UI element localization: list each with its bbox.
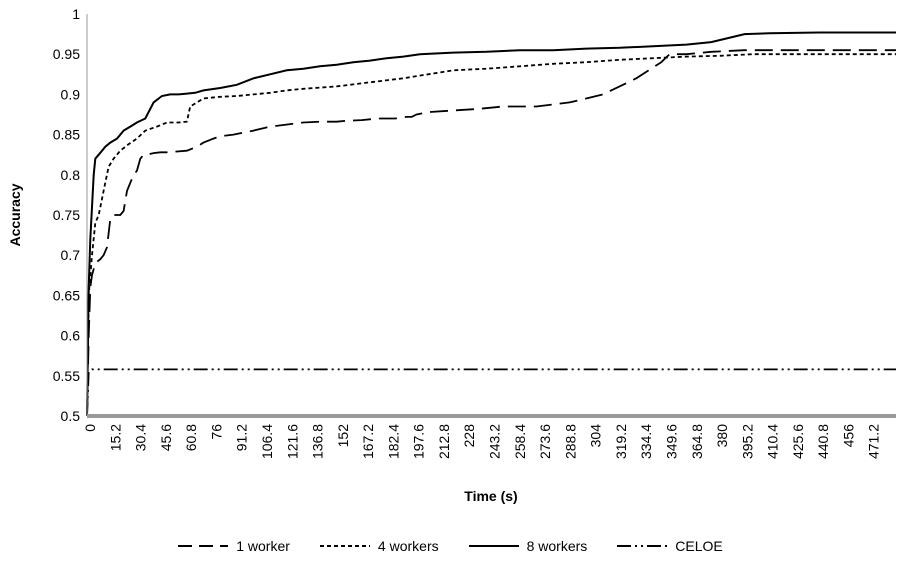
y-tick-label: 0.8 xyxy=(61,167,81,183)
y-tick-label: 0.9 xyxy=(61,86,81,102)
x-tick-label: 288.8 xyxy=(562,424,578,459)
x-tick-label: 0 xyxy=(82,424,98,432)
x-tick-label: 197.6 xyxy=(411,424,427,459)
x-tick-label: 60.8 xyxy=(183,424,199,451)
x-tick-label: 364.8 xyxy=(689,424,705,459)
y-axis-title: Accuracy xyxy=(7,183,23,246)
x-tick-label: 152 xyxy=(335,424,351,448)
x-tick-label: 380 xyxy=(714,424,730,448)
x-tick-label: 395.2 xyxy=(739,424,755,459)
x-tick-label: 349.6 xyxy=(663,424,679,459)
legend-item-8-workers: 8 workers xyxy=(468,538,588,554)
y-axis-ticks: 0.5 0.55 0.6 0.65 0.7 0.75 0.8 0.85 0.9 0.95 1 xyxy=(53,6,80,424)
legend-swatch-4-workers xyxy=(319,545,370,547)
x-tick-label: 258.4 xyxy=(512,424,528,459)
y-tick-label: 0.85 xyxy=(53,127,80,143)
series-line-8-workers xyxy=(86,31,896,417)
y-tick-label: 0.5 xyxy=(61,408,81,424)
y-tick-label: 0.65 xyxy=(53,287,80,303)
legend-item-celoe: CELOE xyxy=(617,538,723,554)
x-tick-label: 45.6 xyxy=(158,424,174,451)
y-tick-label: 0.55 xyxy=(53,368,80,384)
y-tick-label: 0.95 xyxy=(53,46,80,62)
x-tick-label: 30.4 xyxy=(133,424,149,451)
legend-swatch-celoe xyxy=(617,545,668,547)
x-tick-label: 136.8 xyxy=(310,424,326,459)
x-tick-label: 334.4 xyxy=(638,424,654,459)
legend-item-1-worker: 1 worker xyxy=(178,538,290,554)
legend-label: 1 worker xyxy=(236,538,290,554)
x-tick-label: 410.4 xyxy=(765,424,781,459)
legend-label: 8 workers xyxy=(526,538,588,554)
legend: 1 worker 4 workers 8 workers CELOE xyxy=(0,538,901,554)
x-tick-label: 76 xyxy=(208,424,224,440)
x-tick-label: 167.2 xyxy=(360,424,376,459)
x-tick-label: 91.2 xyxy=(234,424,250,451)
y-tick-label: 1 xyxy=(72,6,80,22)
legend-swatch-8-workers xyxy=(468,545,519,547)
x-tick-label: 228 xyxy=(461,424,477,448)
x-tick-label: 456 xyxy=(840,424,856,448)
x-tick-label: 440.8 xyxy=(815,424,831,459)
series-line-1-worker xyxy=(86,49,896,417)
x-tick-label: 273.6 xyxy=(537,424,553,459)
series-line-4-workers xyxy=(86,53,896,417)
y-tick-label: 0.6 xyxy=(61,328,81,344)
y-tick-label: 0.75 xyxy=(53,207,80,223)
x-axis-ticks: 0 15.2 30.4 45.6 60.8 76 91.2 106.4 121.6 136.8 15… xyxy=(82,424,882,459)
series-lines xyxy=(86,31,896,417)
y-tick-label: 0.7 xyxy=(61,247,81,263)
x-tick-label: 319.2 xyxy=(613,424,629,459)
legend-swatch-1-worker xyxy=(178,545,229,547)
legend-item-4-workers: 4 workers xyxy=(319,538,439,554)
x-tick-label: 243.2 xyxy=(487,424,503,459)
x-tick-label: 471.2 xyxy=(866,424,882,459)
x-tick-label: 425.6 xyxy=(790,424,806,459)
x-tick-label: 121.6 xyxy=(284,424,300,459)
legend-label: CELOE xyxy=(675,538,723,554)
series-line-celoe xyxy=(86,368,896,417)
x-tick-label: 106.4 xyxy=(259,424,275,459)
x-axis-title: Time (s) xyxy=(464,488,517,504)
x-tick-label: 212.8 xyxy=(436,424,452,459)
accuracy-line-chart: 0.5 0.55 0.6 0.65 0.7 0.75 0.8 0.85 0.9 0.95 1 0 15… xyxy=(7,6,896,504)
legend-label: 4 workers xyxy=(377,538,439,554)
x-tick-label: 15.2 xyxy=(107,424,123,451)
x-tick-label: 304 xyxy=(588,424,604,448)
x-tick-label: 182.4 xyxy=(385,424,401,459)
